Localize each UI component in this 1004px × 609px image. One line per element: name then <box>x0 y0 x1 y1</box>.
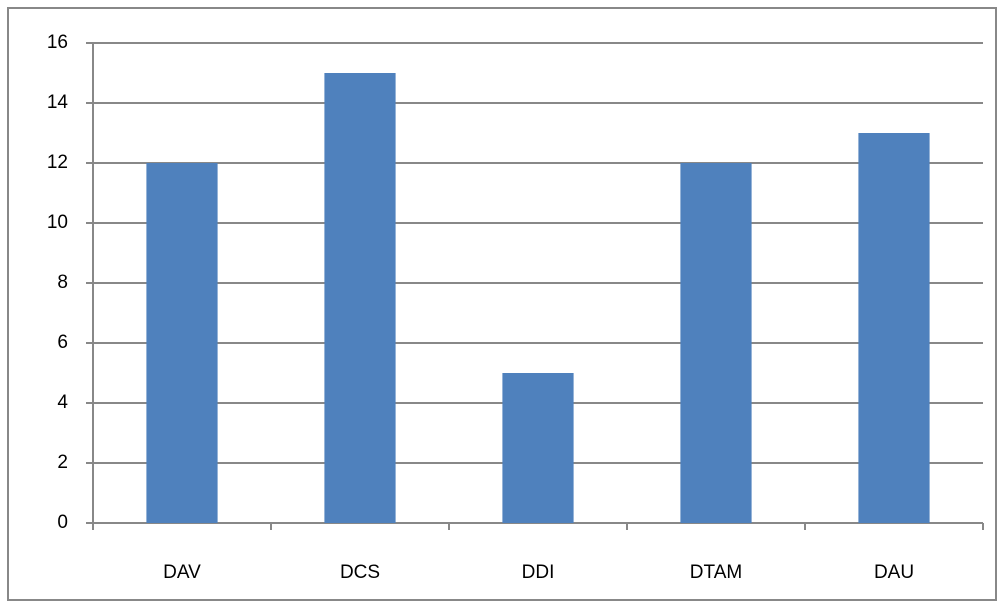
y-tick-label: 14 <box>47 92 69 113</box>
y-tick-label: 12 <box>47 152 68 173</box>
y-tick-label: 16 <box>47 32 68 53</box>
bar <box>502 373 574 523</box>
x-tick-label: DCS <box>340 562 380 583</box>
x-tick-label: DTAM <box>690 562 742 583</box>
bar <box>858 133 930 523</box>
y-tick-label: 2 <box>57 452 68 473</box>
bar <box>324 73 396 523</box>
y-tick-label: 8 <box>57 272 68 293</box>
bar <box>680 163 752 523</box>
x-tick-label: DDI <box>522 562 555 583</box>
bar <box>146 163 218 523</box>
x-tick-label: DAU <box>874 562 914 583</box>
x-tick-label: DAV <box>163 562 201 583</box>
y-tick-label: 0 <box>57 512 68 533</box>
y-tick-label: 10 <box>47 212 68 233</box>
y-tick-label: 6 <box>57 332 68 353</box>
y-tick-label: 4 <box>57 392 68 413</box>
